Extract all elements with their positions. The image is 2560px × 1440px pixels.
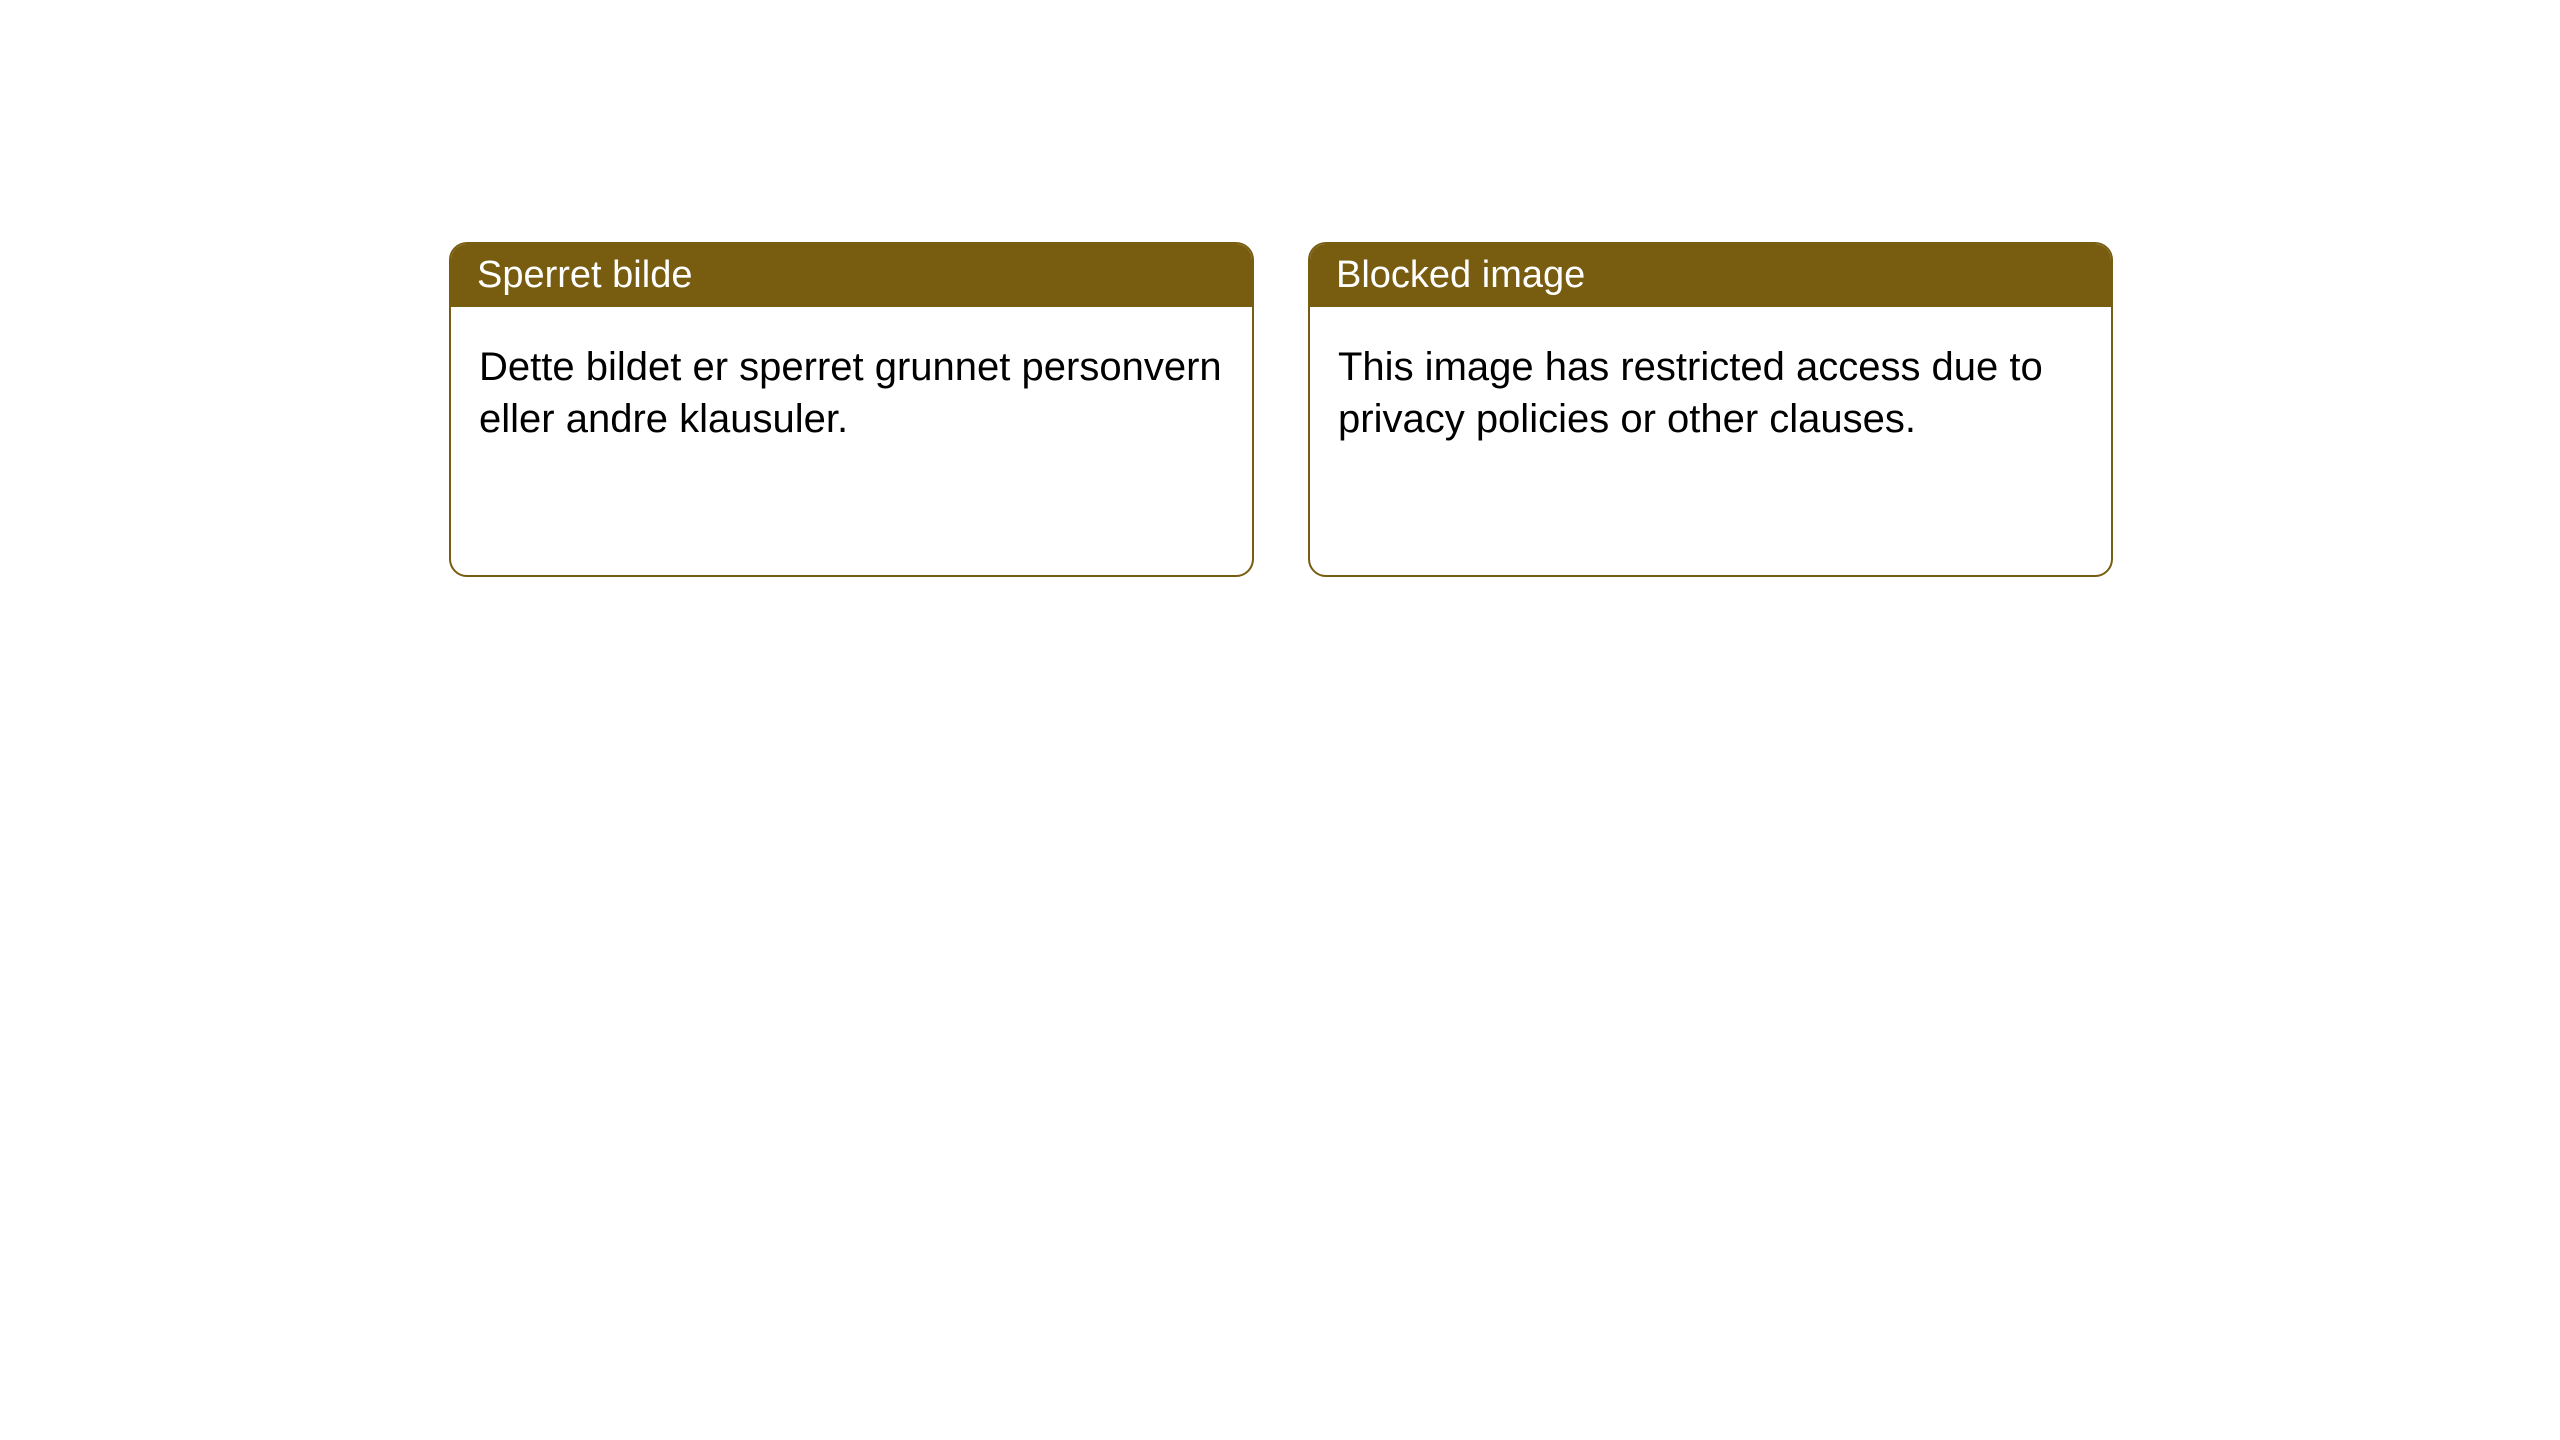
notice-header-english: Blocked image xyxy=(1310,244,2111,307)
notice-container: Sperret bilde Dette bildet er sperret gr… xyxy=(449,242,2113,577)
notice-body-english: This image has restricted access due to … xyxy=(1310,307,2111,479)
notice-body-norwegian: Dette bildet er sperret grunnet personve… xyxy=(451,307,1252,479)
notice-card-english: Blocked image This image has restricted … xyxy=(1308,242,2113,577)
notice-card-norwegian: Sperret bilde Dette bildet er sperret gr… xyxy=(449,242,1254,577)
notice-header-norwegian: Sperret bilde xyxy=(451,244,1252,307)
